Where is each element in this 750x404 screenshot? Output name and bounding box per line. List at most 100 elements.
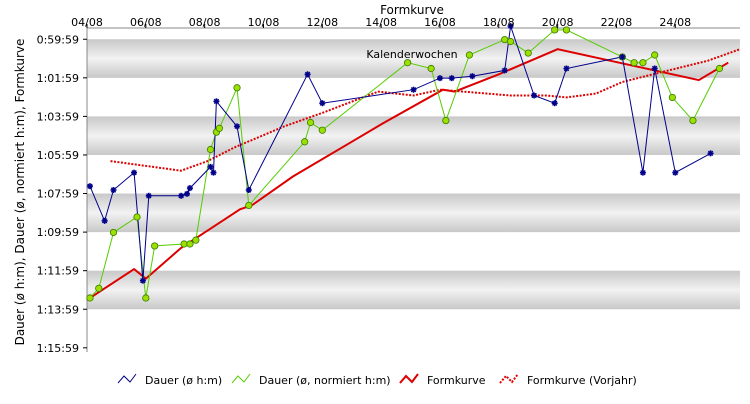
data-point-1 bbox=[442, 116, 450, 125]
data-point-0 bbox=[531, 92, 538, 99]
data-point-1 bbox=[245, 201, 253, 210]
data-point-0 bbox=[448, 75, 455, 82]
x-tick-label: 20/08 bbox=[542, 16, 574, 29]
y-tick-label: 1:09:59 bbox=[37, 226, 79, 239]
legend-swatch bbox=[499, 373, 519, 384]
data-point-0 bbox=[186, 185, 193, 192]
x-tick-label: 14/08 bbox=[365, 16, 397, 29]
data-point-0 bbox=[234, 123, 241, 130]
data-point-1 bbox=[186, 240, 194, 248]
grid-band bbox=[87, 270, 740, 310]
chart-annotation: Kalenderwochen bbox=[366, 48, 457, 61]
data-point-0 bbox=[210, 169, 217, 176]
y-tick-label: 1:13:59 bbox=[37, 303, 79, 316]
data-point-1 bbox=[551, 26, 559, 34]
data-point-1 bbox=[301, 138, 309, 146]
data-point-0 bbox=[110, 187, 117, 193]
x-tick-label: 22/08 bbox=[601, 16, 633, 29]
data-point-1 bbox=[501, 35, 509, 44]
y-tick-label: 1:07:59 bbox=[37, 188, 79, 201]
data-point-0 bbox=[507, 23, 514, 30]
x-tick-label: 16/08 bbox=[424, 16, 456, 29]
plot-markers bbox=[86, 23, 724, 302]
data-point-1 bbox=[206, 145, 215, 154]
grid-band bbox=[87, 116, 740, 155]
data-point-0 bbox=[619, 53, 626, 60]
data-point-1 bbox=[180, 240, 188, 248]
data-point-1 bbox=[233, 84, 241, 92]
series-line-2 bbox=[86, 48, 729, 301]
data-point-1 bbox=[639, 59, 647, 67]
data-point-1 bbox=[151, 242, 159, 250]
data-point-0 bbox=[86, 183, 93, 190]
data-point-1 bbox=[689, 116, 697, 125]
data-point-1 bbox=[109, 228, 118, 237]
data-point-0 bbox=[501, 67, 508, 74]
grid-bands bbox=[86, 27, 740, 352]
x-tick-label: 24/08 bbox=[659, 16, 691, 29]
data-point-1 bbox=[142, 294, 150, 302]
data-point-1 bbox=[651, 51, 659, 59]
y-tick-label: 1:03:59 bbox=[37, 110, 79, 123]
data-point-1 bbox=[715, 64, 724, 73]
legend-swatch bbox=[117, 373, 137, 384]
data-point-0 bbox=[245, 187, 252, 193]
data-point-0 bbox=[469, 73, 476, 80]
data-point-1 bbox=[318, 126, 326, 134]
legend: Dauer (ø h:m) Dauer (ø, normiert h:m) Form… bbox=[117, 373, 637, 387]
legend-swatch bbox=[399, 373, 419, 384]
data-point-1 bbox=[506, 37, 515, 46]
data-point-0 bbox=[707, 150, 714, 157]
data-point-0 bbox=[672, 169, 679, 176]
data-point-0 bbox=[178, 192, 185, 199]
data-point-0 bbox=[184, 190, 191, 197]
legend-label: Formkurve (Vorjahr) bbox=[527, 374, 637, 387]
data-point-0 bbox=[563, 65, 570, 72]
data-point-0 bbox=[207, 163, 214, 170]
x-axis-ticks: 04/08 06/08 08/08 10/08 12/08 14/08 16/08 18/08… bbox=[71, 16, 691, 29]
data-point-0 bbox=[145, 192, 152, 199]
y-tick-label: 1:15:59 bbox=[37, 342, 79, 355]
data-point-1 bbox=[427, 64, 435, 73]
data-point-1 bbox=[465, 51, 473, 59]
data-point-0 bbox=[319, 100, 326, 107]
data-point-1 bbox=[86, 294, 94, 302]
data-point-1 bbox=[562, 26, 571, 34]
x-tick-label: 06/08 bbox=[130, 16, 162, 29]
data-point-0 bbox=[651, 65, 658, 72]
data-point-1 bbox=[215, 124, 223, 132]
data-point-0 bbox=[551, 100, 558, 107]
data-point-0 bbox=[410, 86, 417, 93]
data-point-0 bbox=[101, 217, 108, 224]
data-point-1 bbox=[404, 59, 412, 67]
y-tick-label: 1:01:59 bbox=[37, 72, 79, 85]
x-tick-label: 18/08 bbox=[483, 16, 515, 29]
series-line-0 bbox=[89, 25, 711, 281]
legend-swatch bbox=[231, 373, 251, 384]
legend-label: Dauer (ø h:m) bbox=[145, 374, 222, 387]
y-tick-label: 1:11:59 bbox=[37, 265, 79, 278]
data-point-0 bbox=[131, 169, 138, 176]
data-point-0 bbox=[304, 71, 311, 78]
x-tick-label: 04/08 bbox=[71, 16, 103, 29]
data-point-1 bbox=[133, 213, 141, 221]
data-point-1 bbox=[95, 284, 103, 292]
grid-band bbox=[87, 193, 740, 233]
chart-title: Formkurve bbox=[380, 3, 444, 17]
legend-label: Formkurve bbox=[427, 374, 486, 387]
data-point-0 bbox=[436, 75, 443, 82]
y-axis-label: Dauer (ø h:m), Dauer (ø, normiert h:m), … bbox=[13, 39, 27, 346]
y-axis-ticks: 0:59:59 1:01:59 1:03:59 1:05:59 1:07:59 1:09:… bbox=[37, 33, 87, 355]
x-tick-label: 12/08 bbox=[306, 16, 338, 29]
data-point-0 bbox=[213, 98, 220, 105]
legend-label: Dauer (ø, normiert h:m) bbox=[259, 374, 391, 387]
grid-band bbox=[87, 39, 740, 78]
data-point-1 bbox=[306, 118, 315, 127]
y-tick-label: 1:05:59 bbox=[37, 149, 79, 162]
x-tick-label: 08/08 bbox=[189, 16, 221, 29]
data-point-1 bbox=[668, 93, 676, 102]
data-point-1 bbox=[192, 236, 200, 244]
data-point-1 bbox=[524, 49, 532, 57]
